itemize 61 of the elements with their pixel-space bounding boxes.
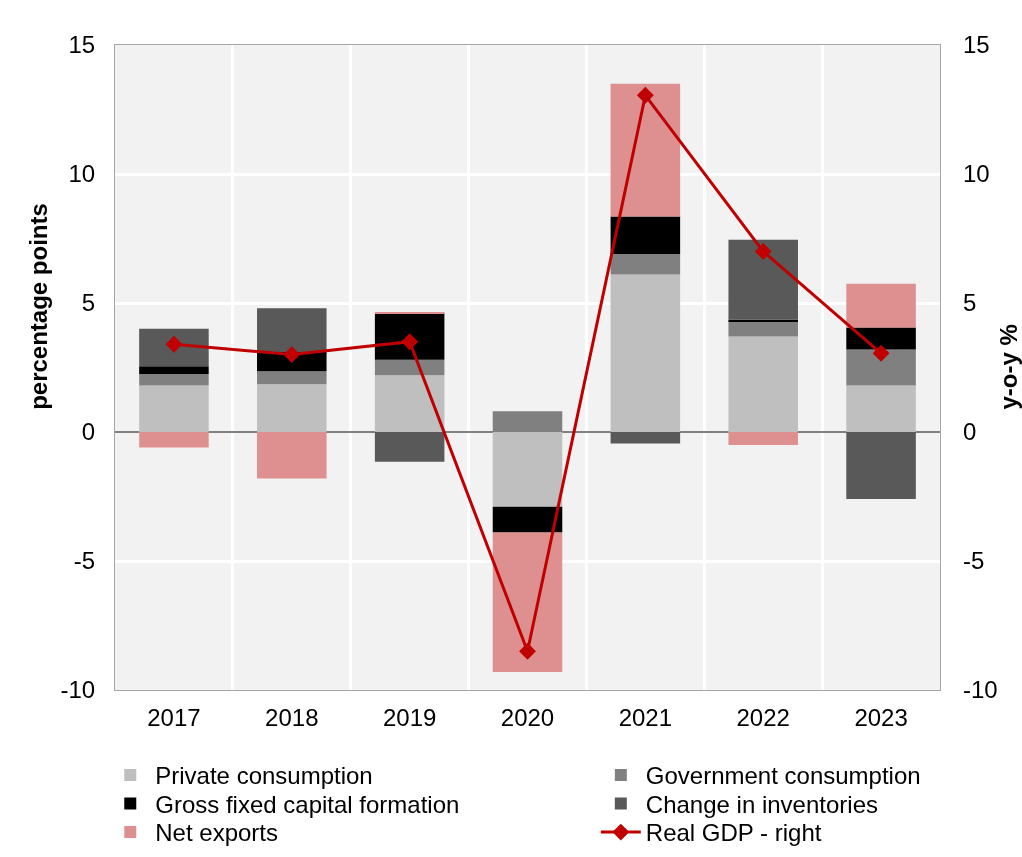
bar: [846, 432, 916, 500]
legend-label: Net exports: [155, 819, 278, 847]
y-tick-label: 10: [68, 160, 96, 188]
y2-tick-label: 0: [963, 418, 977, 446]
bar: [374, 375, 445, 432]
legend-label: Real GDP - right: [645, 819, 822, 847]
x-tick-label: 2019: [382, 703, 437, 731]
y-axis-title: percentage points: [25, 203, 53, 410]
point: [872, 344, 890, 362]
bar: [728, 239, 798, 320]
bar: [374, 359, 445, 376]
bar: [610, 274, 681, 432]
bar: [139, 328, 209, 367]
bar: [257, 371, 327, 385]
y2-tick-label: 15: [963, 31, 990, 59]
x-tick-label: 2023: [854, 703, 908, 731]
legend-label: Change in inventories: [645, 790, 878, 818]
bar: [610, 253, 681, 275]
y-tick-label: 5: [81, 289, 96, 317]
y-tick-label: 0: [81, 418, 96, 446]
y2-tick-label: 5: [963, 289, 977, 317]
bar: [257, 308, 327, 353]
x-tick-label: 2022: [736, 703, 790, 731]
bar: [610, 432, 681, 444]
y-tick-label: -5: [73, 547, 96, 575]
bar: [728, 319, 798, 322]
bar: [610, 216, 681, 254]
y2-axis-title: y-o-y %: [994, 324, 1022, 410]
legend-label: Private consumption: [155, 762, 373, 790]
bar: [139, 373, 209, 386]
point: [636, 86, 654, 104]
legend-label: Gross fixed capital formation: [155, 790, 460, 818]
bar: [846, 349, 916, 386]
bar: [492, 506, 563, 533]
y2-tick-label: 10: [963, 160, 990, 188]
point: [754, 242, 772, 260]
point: [519, 642, 536, 660]
x-tick-label: 2020: [500, 703, 555, 731]
bar: [846, 385, 916, 432]
bar: [728, 432, 798, 445]
bar: [139, 385, 209, 432]
y-tick-label: -10: [60, 676, 96, 704]
bar: [610, 83, 681, 217]
x-tick-label: 2018: [265, 703, 319, 731]
x-tick-label: 2021: [618, 703, 673, 731]
y2-tick-label: -10: [963, 676, 998, 704]
bar: [374, 432, 445, 462]
bar: [492, 432, 563, 507]
legend-label: Government consumption: [645, 762, 921, 790]
x-tick-label: 2017: [147, 703, 201, 731]
y2-tick-label: -5: [963, 547, 985, 575]
bar: [139, 366, 209, 374]
bar: [492, 532, 563, 672]
bar: [846, 283, 916, 328]
bar: [728, 336, 798, 432]
y-tick-label: 15: [68, 31, 96, 59]
bar: [139, 432, 209, 448]
bar: [374, 313, 445, 360]
bar: [257, 432, 327, 479]
bar: [257, 384, 327, 432]
bar: [728, 321, 798, 337]
